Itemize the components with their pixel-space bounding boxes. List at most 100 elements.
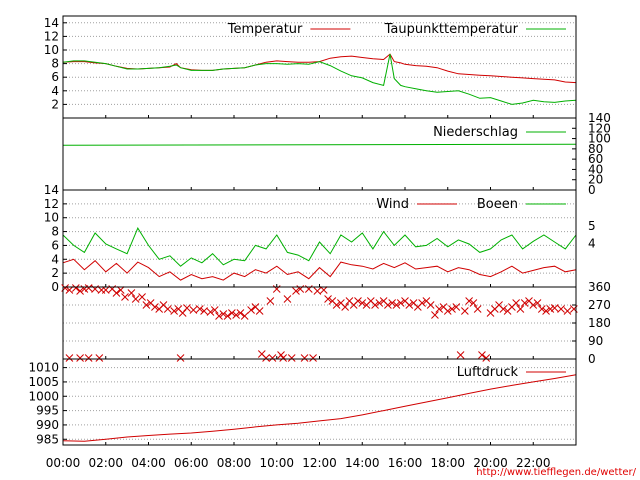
y-tick-label: 6 <box>51 238 59 252</box>
direction-marker <box>228 309 236 317</box>
y-tick-label: 990 <box>36 418 59 432</box>
direction-marker <box>426 301 435 309</box>
panel-4 <box>61 284 578 362</box>
y-tick-label: 0 <box>51 280 59 294</box>
legend-label: Taupunkttemperatur <box>384 22 519 37</box>
direction-marker <box>189 306 198 314</box>
direction-marker <box>76 287 84 295</box>
legend-label: Wind <box>376 197 409 212</box>
direction-marker <box>452 303 461 311</box>
direction-marker <box>279 354 288 362</box>
direction-marker <box>405 301 414 309</box>
y-tick-label: 8 <box>51 57 59 71</box>
direction-marker <box>84 284 93 292</box>
direction-marker <box>236 309 245 317</box>
direction-marker <box>65 354 74 362</box>
y-tick-label: 80 <box>588 142 603 156</box>
legend-label: Temperatur <box>227 22 303 37</box>
direction-marker <box>292 287 300 295</box>
direction-marker <box>520 299 529 307</box>
direction-marker <box>529 301 538 309</box>
direction-marker <box>76 354 84 362</box>
direction-marker <box>392 301 401 309</box>
direction-marker <box>127 289 136 297</box>
x-tick-label: 06:00 <box>174 456 209 470</box>
direction-marker <box>266 297 275 305</box>
y-tick-label: 1000 <box>28 389 59 403</box>
direction-marker <box>341 303 350 311</box>
direction-marker <box>178 309 187 317</box>
direction-marker <box>176 354 185 362</box>
series-line-niederschlag <box>62 143 577 146</box>
y-tick-label: 2 <box>51 97 59 111</box>
direction-marker <box>456 351 465 359</box>
y-tick-label: 6 <box>51 70 59 84</box>
legend-label: Boeen <box>477 197 518 212</box>
series-line-wind <box>62 258 577 281</box>
x-tick-label: 04:00 <box>131 456 166 470</box>
y-tick-label: 10 <box>44 43 59 57</box>
direction-marker <box>121 293 129 301</box>
direction-marker <box>71 284 80 292</box>
direction-marker <box>309 354 317 362</box>
panel-frame <box>62 358 577 446</box>
direction-marker <box>116 286 125 294</box>
direction-marker <box>473 305 482 313</box>
y-tick-label: 360 <box>588 280 611 294</box>
direction-marker <box>465 297 473 305</box>
x-tick-label: 10:00 <box>259 456 294 470</box>
x-tick-label: 20:00 <box>473 456 508 470</box>
direction-marker <box>163 305 172 313</box>
y2-tick-label: 4 <box>588 236 596 250</box>
direction-marker <box>95 354 104 362</box>
direction-marker <box>300 354 309 362</box>
direction-marker <box>512 299 521 307</box>
direction-marker <box>215 312 223 320</box>
direction-marker <box>435 305 444 313</box>
direction-marker <box>319 286 328 294</box>
source-url: http://www.tiefflegen.de/wetter/ <box>476 467 636 478</box>
y-tick-label: 270 <box>588 298 611 312</box>
direction-marker <box>460 307 469 315</box>
direction-marker <box>283 295 292 303</box>
direction-marker <box>84 354 93 362</box>
x-tick-label: 02:00 <box>88 456 123 470</box>
y-tick-label: 12 <box>44 197 59 211</box>
direction-marker <box>557 305 565 313</box>
y-tick-label: 100 <box>588 132 611 146</box>
direction-marker <box>206 308 215 316</box>
direction-marker <box>131 295 140 303</box>
direction-marker <box>324 295 332 303</box>
series-line-luftdruck <box>62 374 577 442</box>
x-tick-label: 00:00 <box>46 456 81 470</box>
y-tick-label: 12 <box>44 29 59 43</box>
legend-label: Luftdruck <box>457 365 519 380</box>
direction-marker <box>533 299 542 307</box>
panel-frame <box>62 286 577 360</box>
direction-marker <box>371 301 379 309</box>
direction-marker <box>138 293 146 301</box>
direction-marker <box>247 306 255 314</box>
x-tick-label: 12:00 <box>302 456 337 470</box>
direction-marker <box>262 354 270 362</box>
panel-5 <box>62 358 577 446</box>
direction-marker <box>210 306 219 314</box>
direction-marker <box>354 297 362 305</box>
direction-marker <box>200 307 208 315</box>
direction-marker <box>469 299 478 307</box>
direction-marker <box>418 299 426 307</box>
y-tick-label: 20 <box>588 173 603 187</box>
direction-marker <box>542 307 550 315</box>
direction-marker <box>375 299 384 307</box>
direction-marker <box>195 305 204 313</box>
y-tick-label: 0 <box>588 352 596 366</box>
direction-marker <box>358 299 367 307</box>
direction-marker <box>550 304 559 312</box>
direction-marker <box>101 286 110 294</box>
direction-marker <box>396 299 405 307</box>
direction-marker <box>482 354 491 362</box>
direction-marker <box>183 304 191 312</box>
direction-marker <box>255 307 264 315</box>
series-line-taupunkttemperatur <box>62 53 577 105</box>
